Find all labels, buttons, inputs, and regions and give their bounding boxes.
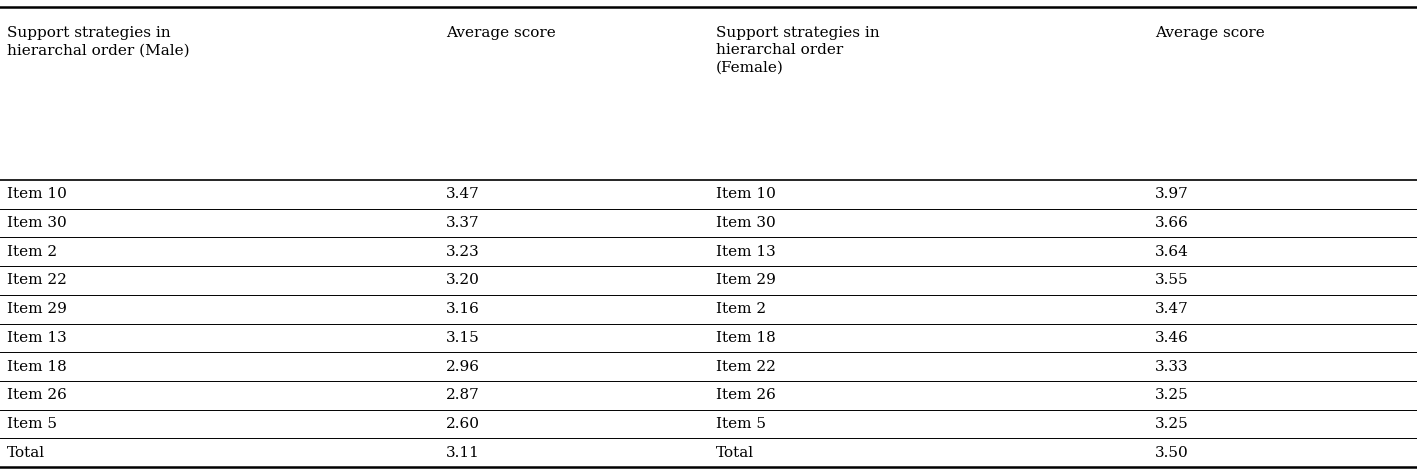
Text: 3.23: 3.23 [446,245,480,259]
Text: 3.25: 3.25 [1155,388,1189,402]
Text: Item 18: Item 18 [716,331,775,345]
Text: Support strategies in
hierarchal order
(Female): Support strategies in hierarchal order (… [716,26,879,75]
Text: Item 5: Item 5 [716,417,765,431]
Text: 3.97: 3.97 [1155,187,1189,201]
Text: Item 26: Item 26 [716,388,775,402]
Text: Item 13: Item 13 [716,245,775,259]
Text: 3.37: 3.37 [446,216,480,230]
Text: 3.55: 3.55 [1155,273,1189,288]
Text: 3.16: 3.16 [446,302,480,316]
Text: 3.50: 3.50 [1155,446,1189,460]
Text: 3.47: 3.47 [446,187,480,201]
Text: 3.64: 3.64 [1155,245,1189,259]
Text: Item 22: Item 22 [716,359,775,374]
Text: Item 10: Item 10 [7,187,67,201]
Text: Support strategies in
hierarchal order (Male): Support strategies in hierarchal order (… [7,26,190,57]
Text: Item 13: Item 13 [7,331,67,345]
Text: 2.87: 2.87 [446,388,480,402]
Text: Item 29: Item 29 [716,273,775,288]
Text: Total: Total [7,446,45,460]
Text: Item 2: Item 2 [7,245,57,259]
Text: Item 30: Item 30 [716,216,775,230]
Text: 3.46: 3.46 [1155,331,1189,345]
Text: 3.33: 3.33 [1155,359,1189,374]
Text: Item 10: Item 10 [716,187,775,201]
Text: Average score: Average score [1155,26,1264,40]
Text: 2.96: 2.96 [446,359,480,374]
Text: 3.47: 3.47 [1155,302,1189,316]
Text: Item 5: Item 5 [7,417,57,431]
Text: Total: Total [716,446,754,460]
Text: Item 2: Item 2 [716,302,765,316]
Text: Item 22: Item 22 [7,273,67,288]
Text: 3.20: 3.20 [446,273,480,288]
Text: Item 30: Item 30 [7,216,67,230]
Text: 3.15: 3.15 [446,331,480,345]
Text: Average score: Average score [446,26,555,40]
Text: Item 26: Item 26 [7,388,67,402]
Text: Item 18: Item 18 [7,359,67,374]
Text: 3.25: 3.25 [1155,417,1189,431]
Text: 3.66: 3.66 [1155,216,1189,230]
Text: 3.11: 3.11 [446,446,480,460]
Text: 2.60: 2.60 [446,417,480,431]
Text: Item 29: Item 29 [7,302,67,316]
